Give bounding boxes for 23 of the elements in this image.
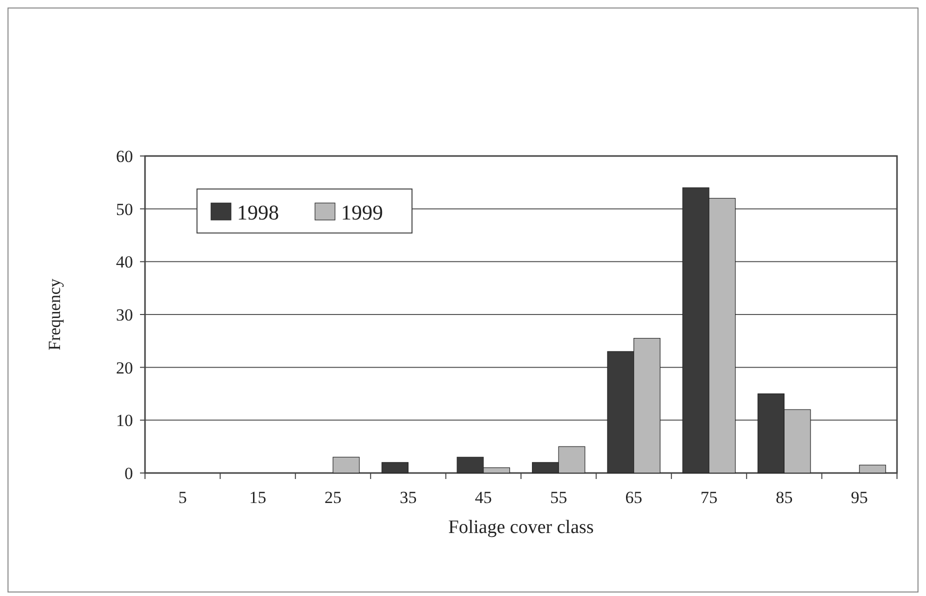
x-tick-label: 45 xyxy=(474,488,492,507)
x-tick-label: 15 xyxy=(249,488,266,507)
y-axis-title: Frequency xyxy=(45,278,64,350)
x-tick-label: 65 xyxy=(625,488,642,507)
legend-label: 1998 xyxy=(237,200,279,224)
x-tick-label: 55 xyxy=(550,488,568,507)
x-tick-label: 85 xyxy=(776,488,793,507)
y-tick-label: 0 xyxy=(124,464,133,483)
bar xyxy=(332,456,360,474)
x-tick-label: 95 xyxy=(850,488,868,507)
y-tick-label: 50 xyxy=(116,200,133,219)
y-tick-label: 40 xyxy=(116,252,133,272)
x-axis-title: Foliage cover class xyxy=(448,517,594,538)
y-tick-label: 30 xyxy=(116,305,133,324)
x-tick-label: 5 xyxy=(178,488,187,507)
x-tick-label: 25 xyxy=(324,488,342,507)
y-tick-label: 20 xyxy=(116,358,133,378)
y-tick-label: 60 xyxy=(116,146,133,166)
bar xyxy=(859,464,886,474)
y-tick-label: 10 xyxy=(116,411,133,430)
x-tick-label: 75 xyxy=(700,488,718,507)
x-tick-label: 35 xyxy=(400,488,417,507)
legend-label: 1999 xyxy=(341,200,383,224)
